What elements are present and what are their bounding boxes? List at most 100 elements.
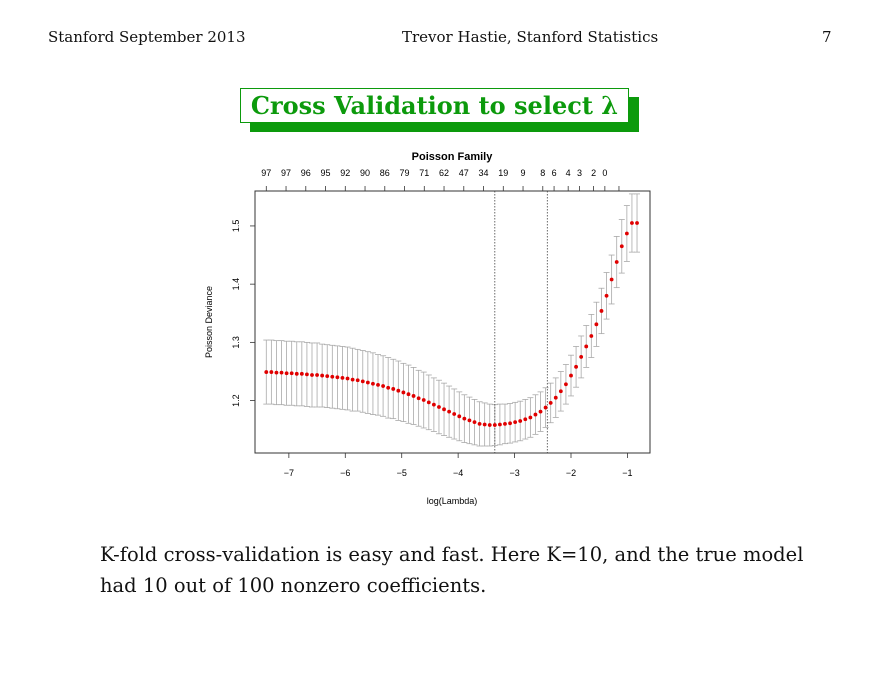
cv-point bbox=[391, 387, 396, 391]
cv-point bbox=[503, 421, 507, 426]
cv-point bbox=[548, 401, 553, 405]
cv-point bbox=[421, 398, 426, 402]
x-tick-label: −5 bbox=[397, 468, 407, 478]
cv-point bbox=[401, 390, 406, 395]
cv-point bbox=[371, 381, 375, 386]
top-tick-label: 8 bbox=[540, 168, 545, 178]
header-left: Stanford September 2013 bbox=[48, 28, 246, 46]
cv-point bbox=[482, 422, 487, 427]
cv-point bbox=[492, 423, 497, 427]
cv-point bbox=[569, 373, 573, 378]
cv-point bbox=[350, 377, 355, 382]
top-tick-label: 19 bbox=[498, 168, 508, 178]
cv-point bbox=[335, 375, 340, 380]
cv-point bbox=[619, 244, 624, 249]
cv-point bbox=[472, 420, 477, 425]
cv-point bbox=[330, 374, 335, 379]
top-tick-label: 6 bbox=[552, 168, 557, 178]
cv-point bbox=[477, 421, 482, 426]
cv-point bbox=[579, 355, 584, 359]
y-axis-label: Poisson Deviance bbox=[204, 286, 214, 358]
y-tick-label: 1.4 bbox=[231, 278, 241, 291]
cv-point bbox=[365, 380, 370, 385]
y-tick-label: 1.3 bbox=[231, 336, 241, 349]
cv-point bbox=[523, 417, 528, 422]
cv-point bbox=[294, 371, 299, 376]
top-tick-label: 71 bbox=[419, 168, 429, 178]
x-tick-label: −6 bbox=[340, 468, 350, 478]
y-axis: 1.2 1.3 1.4 1.5 bbox=[231, 220, 255, 407]
cv-point bbox=[447, 409, 452, 414]
cv-point bbox=[279, 370, 284, 375]
cv-point bbox=[411, 394, 416, 398]
top-tick-label: 9 bbox=[521, 168, 526, 178]
cv-point bbox=[299, 371, 304, 376]
cv-point bbox=[376, 382, 380, 387]
cv-point bbox=[624, 231, 629, 236]
top-tick-label: 47 bbox=[459, 168, 469, 178]
cv-point bbox=[431, 402, 436, 407]
caption-text: K-fold cross-validation is easy and fast… bbox=[100, 543, 804, 597]
cv-point bbox=[437, 405, 441, 409]
cv-point bbox=[442, 407, 446, 412]
cv-point bbox=[315, 373, 319, 377]
top-tick-label: 96 bbox=[301, 168, 311, 178]
chart-title: Poisson Family bbox=[412, 151, 494, 163]
x-tick-label: −7 bbox=[284, 468, 294, 478]
cv-point bbox=[564, 382, 568, 387]
top-tick-label: 62 bbox=[439, 168, 449, 178]
cv-point bbox=[543, 405, 548, 410]
cv-point bbox=[487, 423, 492, 427]
x-axis-label: log(Lambda) bbox=[427, 496, 478, 506]
top-tick-label: 90 bbox=[360, 168, 370, 178]
header-center: Trevor Hastie, Stanford Statistics bbox=[402, 28, 659, 46]
x-tick-label: −3 bbox=[509, 468, 519, 478]
top-axis-counts: 97 97 96 95 92 90 86 79 71 62 47 34 19 9 8 6 4 3 2 0 bbox=[261, 168, 620, 191]
cv-point bbox=[416, 396, 421, 401]
x-tick-label: −1 bbox=[622, 468, 632, 478]
x-tick-label: −4 bbox=[453, 468, 463, 478]
cv-point bbox=[452, 412, 457, 416]
cv-point bbox=[584, 344, 589, 349]
cv-point bbox=[574, 364, 578, 369]
cv-point bbox=[289, 371, 294, 376]
x-tick-label: −2 bbox=[566, 468, 576, 478]
cv-point bbox=[360, 379, 365, 384]
top-tick-label: 79 bbox=[400, 168, 410, 178]
cv-point bbox=[345, 376, 350, 381]
cv-point bbox=[457, 414, 462, 419]
cv-point bbox=[325, 374, 330, 379]
cv-point bbox=[426, 400, 431, 405]
cv-point bbox=[386, 385, 391, 390]
cv-point bbox=[264, 370, 269, 374]
cv-point bbox=[269, 370, 274, 374]
top-tick-label: 97 bbox=[261, 168, 271, 178]
slide-title: Cross Validation to select λ bbox=[240, 88, 629, 123]
cv-point bbox=[594, 322, 599, 327]
cv-point bbox=[518, 419, 523, 423]
plot-frame bbox=[254, 190, 651, 454]
top-tick-label: 34 bbox=[479, 168, 489, 178]
cv-point bbox=[630, 221, 634, 225]
page-number: 7 bbox=[822, 28, 832, 46]
cv-point bbox=[310, 373, 314, 377]
cv-point bbox=[284, 371, 289, 376]
top-tick-label: 3 bbox=[577, 168, 582, 178]
cv-point bbox=[498, 422, 502, 427]
top-tick-label: 92 bbox=[340, 168, 350, 178]
cv-point bbox=[462, 416, 467, 421]
y-tick-label: 1.5 bbox=[231, 220, 241, 233]
cv-point bbox=[467, 418, 472, 423]
cv-point bbox=[381, 384, 385, 388]
cv-point bbox=[406, 392, 411, 397]
y-tick-label: 1.2 bbox=[231, 394, 241, 407]
x-axis: −7 −6 −5 −4 −3 −2 −1 bbox=[284, 453, 633, 478]
cv-point bbox=[528, 415, 533, 420]
cv-point bbox=[599, 309, 604, 313]
cv-point bbox=[340, 375, 345, 380]
cv-point bbox=[635, 221, 639, 225]
top-tick-label: 95 bbox=[321, 168, 331, 178]
cv-point bbox=[533, 412, 538, 417]
top-tick-label: 86 bbox=[380, 168, 390, 178]
cv-point bbox=[538, 409, 543, 414]
